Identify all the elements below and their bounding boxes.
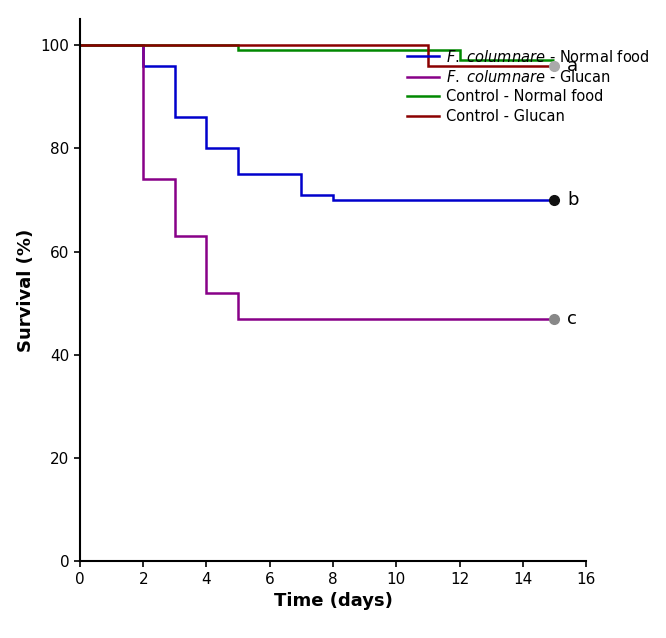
Legend: $\it{F.\ columnare}$ - Normal food, $\it{F.\ columnare}$ - Glucan, Control - Nor: $\it{F.\ columnare}$ - Normal food, $\it… <box>401 43 656 130</box>
Y-axis label: Survival (%): Survival (%) <box>17 228 35 352</box>
Text: a: a <box>567 57 578 75</box>
Text: b: b <box>567 191 579 209</box>
Text: c: c <box>567 309 577 328</box>
X-axis label: Time (days): Time (days) <box>274 593 392 611</box>
